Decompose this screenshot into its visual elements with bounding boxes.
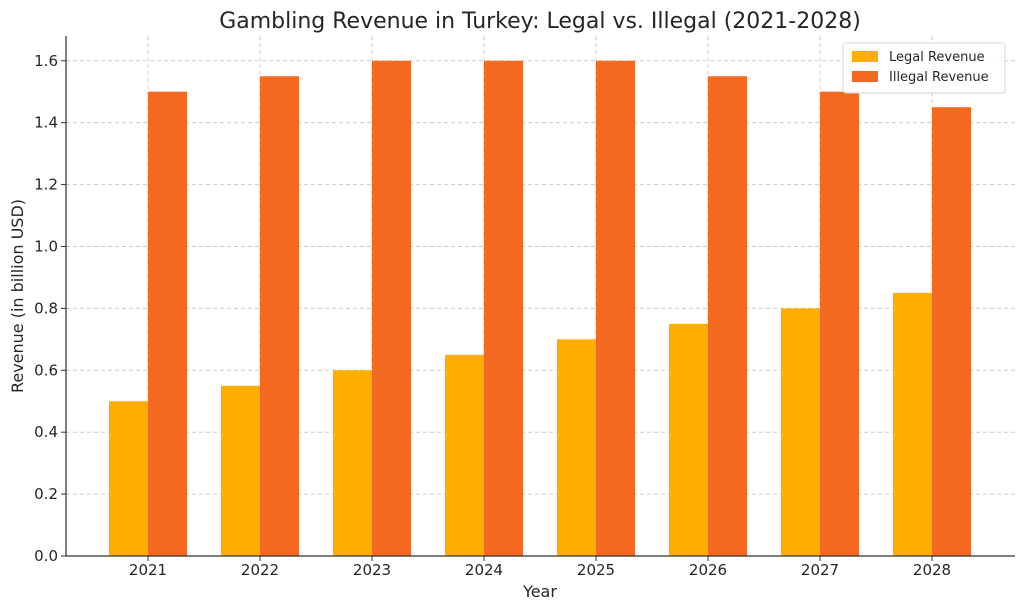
y-tick-label: 1.4: [34, 114, 58, 132]
legend-label: Legal Revenue: [889, 50, 985, 65]
illegal-revenue-bar-2027: [820, 91, 859, 556]
legend: Legal Revenue Illegal Revenue: [842, 42, 1006, 94]
legal-revenue-bar-2022: [221, 385, 260, 556]
legal-revenue-bar-2027: [781, 308, 820, 556]
legal-revenue-bar-2023: [333, 370, 372, 556]
legend-swatch: [852, 71, 878, 82]
legal-revenue-bar-2028: [893, 292, 932, 556]
legal-revenue-bar-2021: [109, 401, 148, 556]
tick-labels: 0.0 0.2 0.4 0.6 0.8 1.0 1.2 1.4 1.6 2021 2022 2023 2…: [34, 52, 951, 579]
y-axis-label: Revenue (in billion USD): [8, 199, 27, 393]
illegal-revenue-bar-2021: [148, 91, 187, 556]
x-axis-label: Year: [522, 582, 557, 601]
legal-revenue-bar-2026: [669, 323, 708, 556]
x-tick-label: 2027: [801, 561, 839, 579]
y-tick-label: 1.6: [34, 52, 58, 70]
x-tick-label: 2025: [577, 561, 615, 579]
legal-revenue-bar-2024: [445, 354, 484, 556]
legend-box: [842, 42, 1006, 94]
illegal-revenue-bar-2026: [708, 76, 747, 556]
x-tick-label: 2024: [465, 561, 503, 579]
legal-revenue-bar-2025: [557, 339, 596, 556]
chart-title: Gambling Revenue in Turkey: Legal vs. Il…: [219, 9, 861, 34]
x-tick-label: 2023: [353, 561, 391, 579]
bars: [109, 60, 971, 557]
y-tick-label: 0.0: [34, 547, 58, 565]
illegal-revenue-bar-2022: [260, 76, 299, 556]
y-tick-label: 0.6: [34, 361, 58, 379]
x-tick-label: 2028: [913, 561, 951, 579]
x-tick-label: 2026: [689, 561, 727, 579]
legend-swatch: [852, 51, 878, 62]
y-tick-label: 0.2: [34, 485, 58, 503]
legend-label: Illegal Revenue: [889, 70, 989, 85]
illegal-revenue-bar-2025: [596, 60, 635, 557]
y-tick-label: 1.0: [34, 237, 58, 255]
x-tick-label: 2021: [129, 561, 167, 579]
illegal-revenue-bar-2023: [372, 60, 411, 557]
x-tick-label: 2022: [241, 561, 279, 579]
y-tick-label: 0.4: [34, 423, 58, 441]
y-tick-label: 0.8: [34, 299, 58, 317]
y-tick-label: 1.2: [34, 176, 58, 194]
grid: [66, 36, 1015, 556]
illegal-revenue-bar-2028: [932, 107, 971, 556]
illegal-revenue-bar-2024: [484, 60, 523, 557]
axes: [65, 36, 1015, 557]
